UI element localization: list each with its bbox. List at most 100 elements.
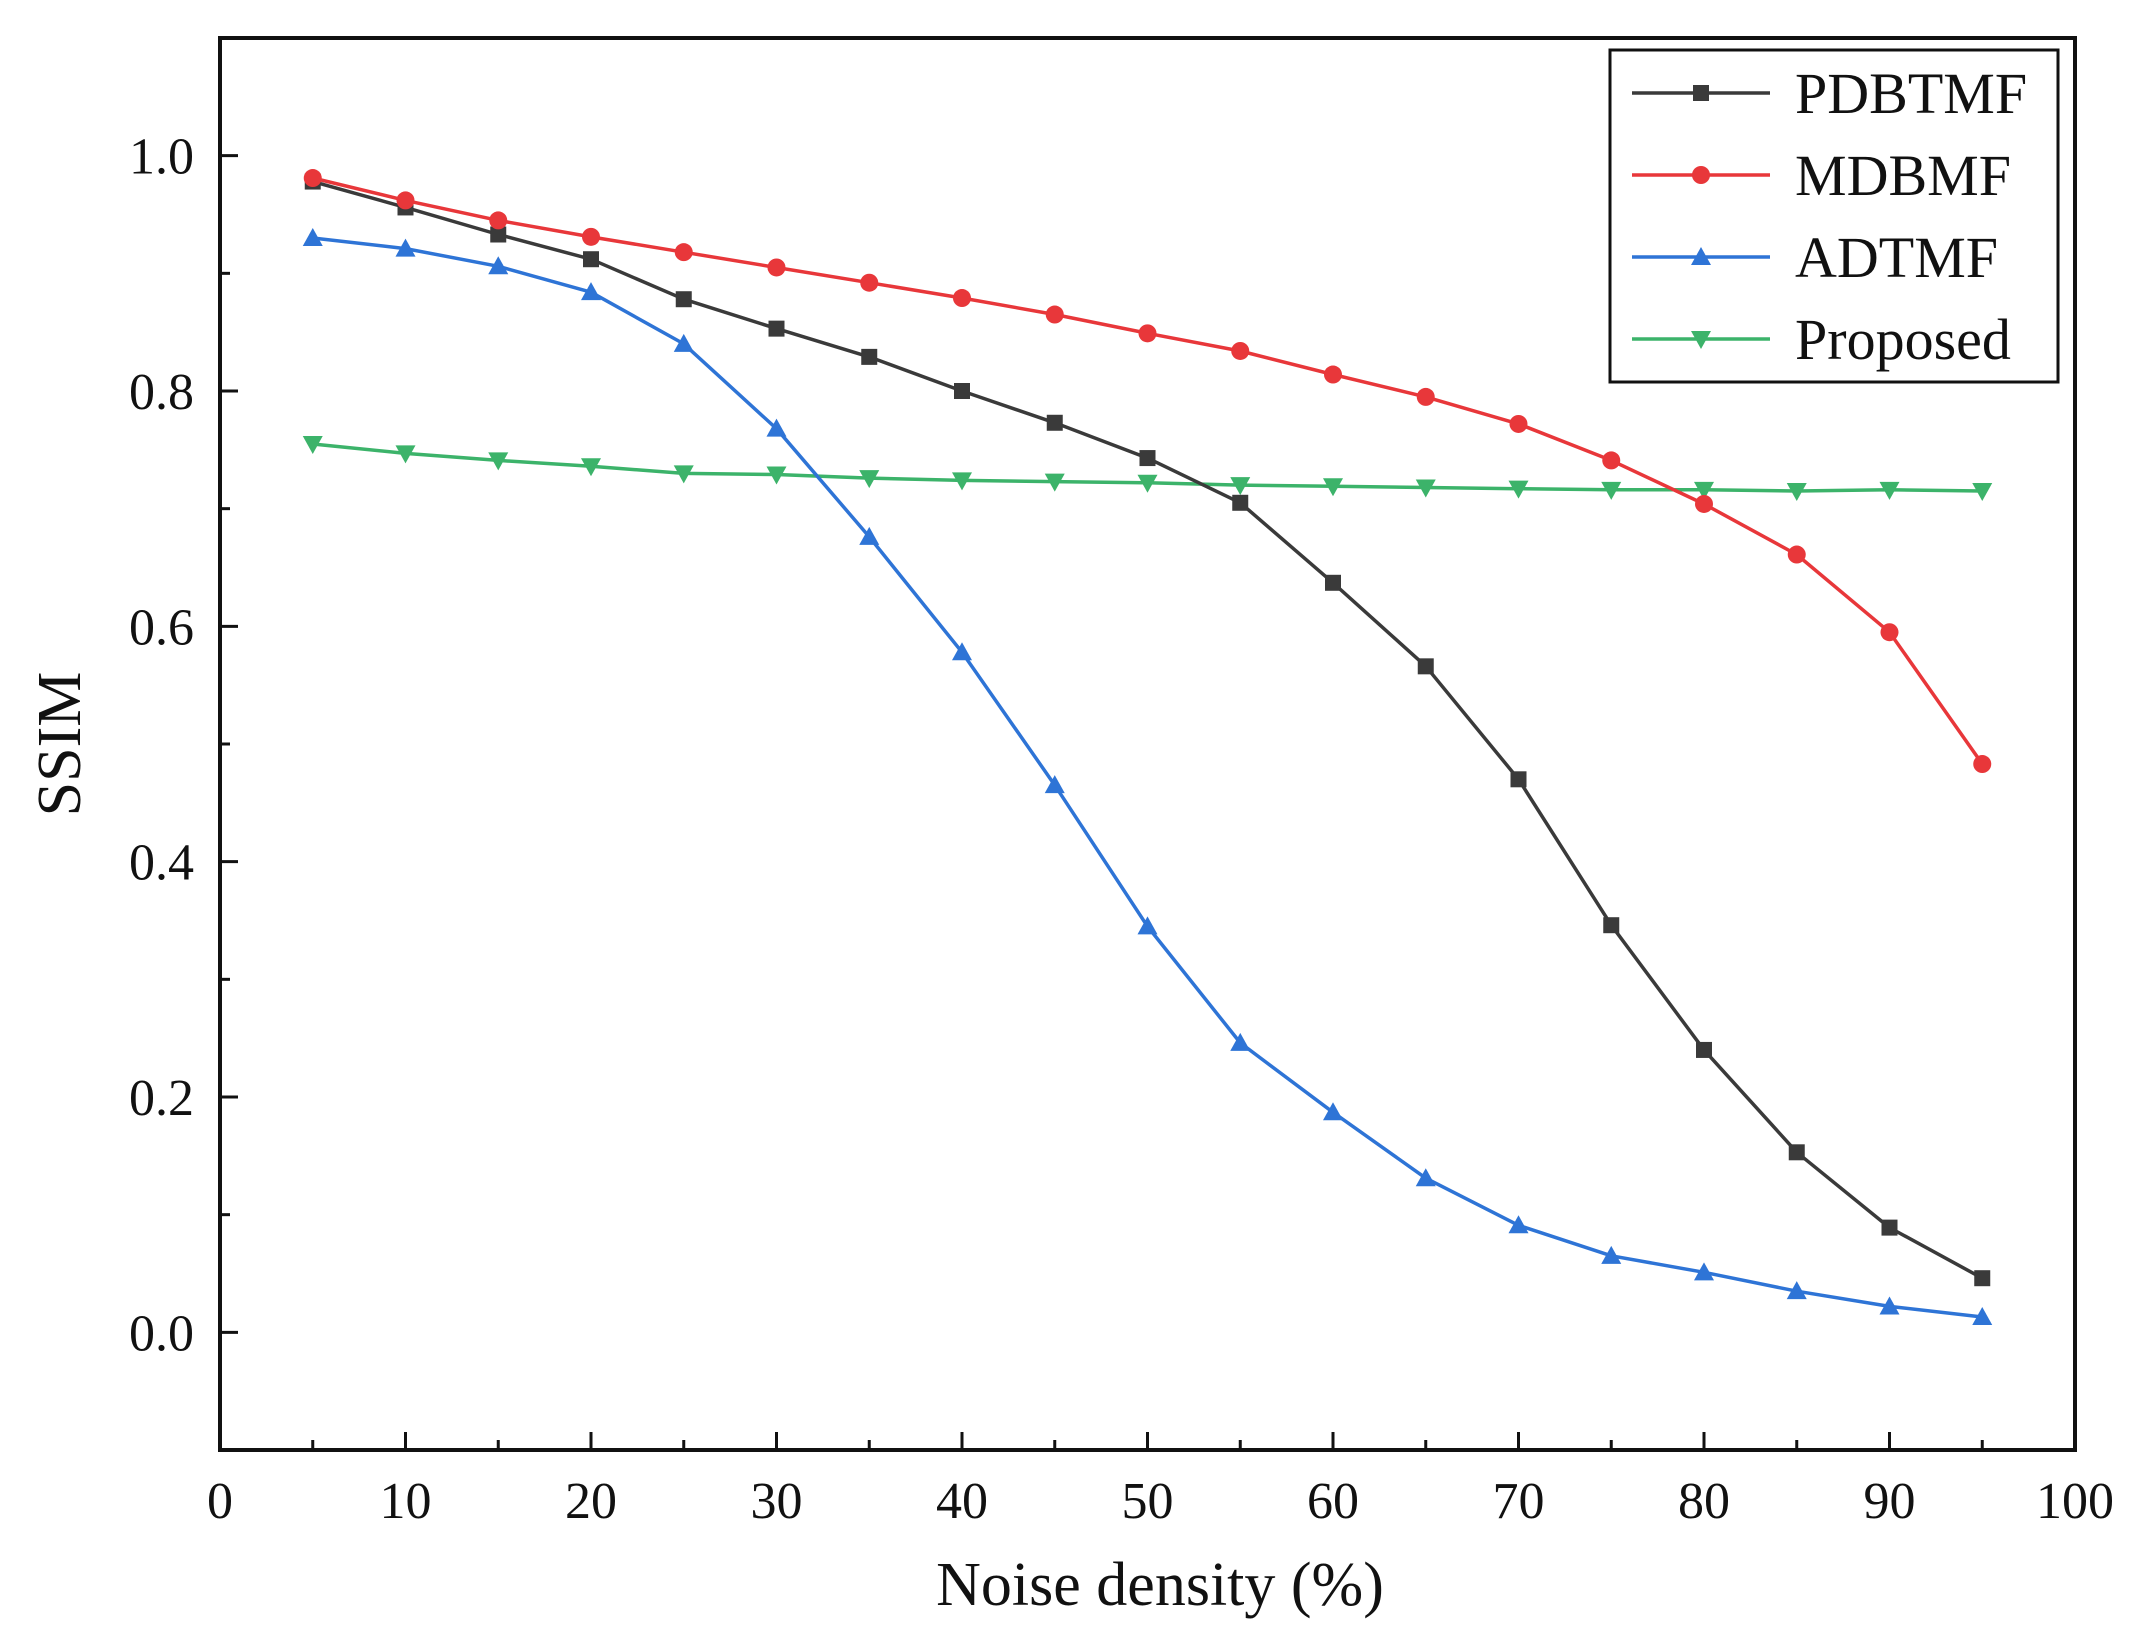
data-point-adtmf [952,642,972,661]
data-point-pdbtmf [861,348,878,365]
data-point-pdbtmf [1139,450,1156,467]
data-point-pdbtmf [583,251,599,268]
series-layer [302,169,1993,1326]
data-point-proposed [1415,479,1436,498]
data-point-mdbmf [489,211,508,230]
data-point-proposed [1601,481,1622,500]
data-point-adtmf [1601,1245,1622,1264]
series-mdbmf [303,169,1992,774]
data-point-pdbtmf [1325,574,1341,591]
data-point-proposed [1230,477,1251,496]
x-tick-label: 40 [936,1473,988,1530]
data-point-proposed [1694,481,1714,500]
data-point-mdbmf [396,191,415,210]
y-tick-label: 0.2 [129,1070,194,1127]
data-point-pdbtmf [768,320,785,337]
legend-item-mdbmf: MDBMF [1632,143,2011,208]
data-point-adtmf [1415,1168,1436,1187]
data-point-mdbmf [1324,365,1342,384]
data-point-adtmf [1879,1296,1900,1315]
legend-swatch-marker [1691,331,1711,349]
y-tick-label: 1.0 [129,129,194,186]
data-point-mdbmf [767,258,786,277]
data-point-adtmf [1972,1307,1993,1326]
data-point-proposed [1137,474,1158,493]
legend-label: ADTMF [1795,225,1998,290]
legend: PDBTMF MDBMF ADTMF Proposed [1608,48,2060,384]
legend-swatch-marker [1691,247,1711,265]
legend-item-proposed: Proposed [1632,307,2011,372]
data-point-pdbtmf [1417,658,1434,675]
data-point-proposed [395,445,416,464]
x-tick-label: 20 [565,1473,617,1530]
y-tick-label: 0.0 [129,1305,194,1362]
legend-frame [1608,48,2060,384]
data-point-mdbmf [1695,494,1713,513]
data-point-mdbmf [1880,623,1899,642]
data-point-mdbmf [674,243,693,262]
data-point-proposed [1508,480,1529,499]
data-point-pdbtmf [490,226,507,243]
x-tick-label: 50 [1122,1473,1174,1530]
legend-item-adtmf: ADTMF [1632,225,1998,290]
data-point-pdbtmf [1881,1219,1898,1236]
y-tick-label: 0.8 [129,364,194,421]
x-tick-label: 100 [2036,1473,2114,1530]
data-point-pdbtmf [1696,1041,1712,1058]
data-point-adtmf [581,282,601,301]
data-point-proposed [1323,478,1343,497]
data-point-adtmf [859,526,880,545]
data-point-proposed [1786,483,1807,502]
data-point-adtmf [673,333,694,352]
data-point-adtmf [766,418,787,437]
series-proposed [302,435,1993,502]
series-line-adtmf [312,236,1983,1319]
data-point-mdbmf [1416,387,1435,406]
legend-swatch-marker [1692,166,1710,184]
data-point-proposed [1879,481,1900,500]
data-point-pdbtmf [1510,771,1527,788]
data-point-adtmf [1323,1102,1343,1121]
data-point-proposed [488,452,509,471]
legend-item-pdbtmf: PDBTMF [1632,61,2027,126]
data-point-mdbmf [1509,414,1528,433]
data-point-pdbtmf [1603,917,1620,934]
data-point-adtmf [1044,775,1065,794]
data-point-pdbtmf [1974,1270,1991,1287]
legend-label: MDBMF [1795,143,2011,208]
data-point-proposed [673,465,694,484]
data-point-mdbmf [1973,755,1992,774]
axis-ticks: 0 10 20 30 40 50 60 70 80 90 100 0.0 0.2 0.4 0.6 0.8 1.0 [129,36,2114,1530]
data-point-pdbtmf [675,291,692,308]
legend-label: PDBTMF [1795,61,2027,126]
x-axis-title: Noise density (%) [936,1551,1384,1619]
data-point-adtmf [395,238,416,257]
data-point-adtmf [302,228,323,247]
data-point-proposed [1044,473,1065,492]
data-point-proposed [952,472,972,491]
data-point-proposed [302,435,323,454]
y-tick-label: 0.4 [129,835,194,892]
y-tick-label: 0.6 [129,599,194,656]
data-point-mdbmf [1602,451,1621,470]
data-point-adtmf [1786,1281,1807,1300]
data-point-pdbtmf [1788,1144,1805,1161]
data-point-pdbtmf [954,383,970,399]
data-point-mdbmf [1045,305,1064,324]
data-point-mdbmf [1231,341,1250,360]
data-point-adtmf [488,256,509,275]
data-point-pdbtmf [1046,414,1063,431]
legend-label: Proposed [1795,307,2011,372]
x-tick-label: 10 [380,1473,432,1530]
data-point-mdbmf [953,289,971,308]
data-point-mdbmf [1138,324,1157,343]
data-point-mdbmf [860,273,879,292]
data-point-proposed [859,470,880,489]
x-tick-label: 90 [1864,1473,1916,1530]
data-point-adtmf [1230,1032,1251,1051]
data-point-proposed [581,458,601,477]
data-point-proposed [766,466,787,485]
data-point-proposed [1972,483,1993,502]
data-point-mdbmf [303,169,322,188]
data-point-mdbmf [1787,545,1806,564]
